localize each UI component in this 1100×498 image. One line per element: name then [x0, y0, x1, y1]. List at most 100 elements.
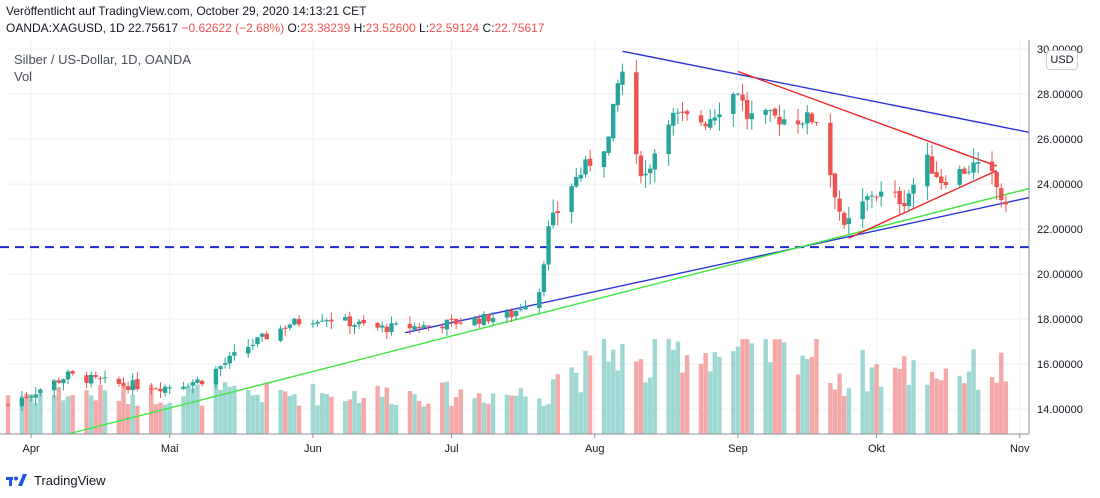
volume-bar	[319, 392, 325, 434]
candle-body	[555, 211, 560, 213]
volume-bar	[698, 363, 704, 434]
volume-bar	[509, 395, 514, 434]
volume-bar	[763, 339, 768, 434]
candle-body	[315, 321, 320, 324]
close-label: C:	[482, 21, 495, 35]
high-label: H:	[353, 21, 366, 35]
candle-body	[611, 103, 616, 139]
candle-body	[994, 172, 999, 188]
volume-bar	[181, 396, 186, 434]
candle-body	[832, 173, 838, 198]
candle-body	[389, 323, 394, 333]
trend-lines	[0, 50, 1030, 435]
volume-bar	[601, 339, 607, 434]
candle-body	[615, 83, 621, 106]
volume-bar	[24, 393, 29, 434]
volume-bar	[731, 351, 736, 434]
candle-body	[444, 319, 450, 330]
candle-body	[814, 121, 819, 123]
currency-badge[interactable]: USD	[1046, 50, 1078, 70]
candle-body	[541, 264, 547, 293]
published-line: Veröffentlicht auf TradingView.com, Octo…	[6, 4, 367, 18]
volume-bar	[380, 396, 385, 434]
candle-body	[509, 310, 514, 318]
volume-bar	[583, 350, 588, 434]
x-tick-label: Okt	[868, 443, 885, 455]
candle-body	[232, 352, 237, 356]
candle-body	[426, 325, 431, 327]
volume-bar	[814, 339, 819, 434]
candle-body	[902, 203, 907, 207]
volume-bar	[781, 342, 787, 434]
candle-body	[199, 380, 205, 385]
volume-bar	[504, 394, 510, 434]
volume-bar	[356, 402, 362, 434]
volume-bar	[828, 382, 833, 434]
candle-body	[828, 122, 833, 176]
volume-bar	[130, 394, 135, 434]
volume-bar	[375, 385, 380, 434]
volume-bar	[292, 394, 297, 434]
x-tick-label: Nov	[1010, 443, 1030, 455]
candle-body	[19, 397, 25, 407]
volume-bar	[574, 372, 579, 434]
volume-bar	[777, 339, 782, 434]
volume-bar	[957, 376, 962, 434]
candle-body	[897, 190, 902, 205]
volume-bar	[717, 356, 722, 434]
volume-bar	[93, 400, 98, 434]
candle-body	[717, 114, 722, 118]
volume-bar	[440, 382, 445, 434]
candle-body	[744, 99, 750, 119]
candle-body	[934, 172, 939, 177]
footer-brand[interactable]: TradingView	[6, 470, 106, 490]
candle-body	[731, 94, 736, 114]
volume-bar	[911, 360, 916, 434]
candle-body	[416, 327, 422, 329]
candle-body	[874, 196, 879, 198]
candle-body	[837, 198, 842, 212]
candle-body	[749, 113, 755, 120]
volume-bar	[675, 341, 681, 434]
candle-body	[772, 108, 778, 116]
volume-bar	[347, 399, 353, 434]
candle-body	[740, 94, 745, 101]
volume-bar	[33, 403, 38, 434]
candle-body	[763, 109, 768, 115]
candle-body	[703, 123, 708, 127]
volume-bar	[19, 396, 25, 434]
volume-bar	[116, 400, 122, 434]
volume-bar	[185, 387, 191, 434]
candle-body	[407, 323, 413, 329]
candle-body	[329, 319, 334, 322]
candle-body	[652, 153, 657, 170]
candle-body	[966, 171, 972, 173]
volume-bar	[795, 374, 801, 434]
y-tick-label: 18.00000	[1037, 314, 1083, 326]
candle-body	[906, 193, 912, 206]
candle-body	[587, 158, 593, 166]
candle-body	[246, 346, 251, 354]
volume-bar	[569, 367, 574, 434]
volume-bar	[546, 404, 551, 434]
candle-body	[647, 168, 653, 174]
candle-body	[98, 378, 103, 380]
candle-body	[975, 162, 981, 164]
low-value: 22.59124	[429, 21, 480, 35]
volume-bar	[587, 355, 593, 434]
volume-bar	[634, 361, 639, 434]
candle-body	[781, 119, 787, 125]
volume-bar	[513, 395, 519, 434]
volume-bar	[38, 392, 43, 434]
low-label: L:	[419, 21, 430, 35]
volume-bar	[615, 370, 621, 434]
volume-bar	[620, 343, 625, 434]
candle-body	[513, 310, 519, 316]
candle-body	[777, 116, 782, 125]
x-tick-label: Apr	[23, 443, 40, 455]
volume-bar	[537, 398, 542, 434]
volume-bar	[282, 391, 288, 434]
volume-bar	[809, 356, 815, 434]
volume-bar	[121, 382, 126, 434]
